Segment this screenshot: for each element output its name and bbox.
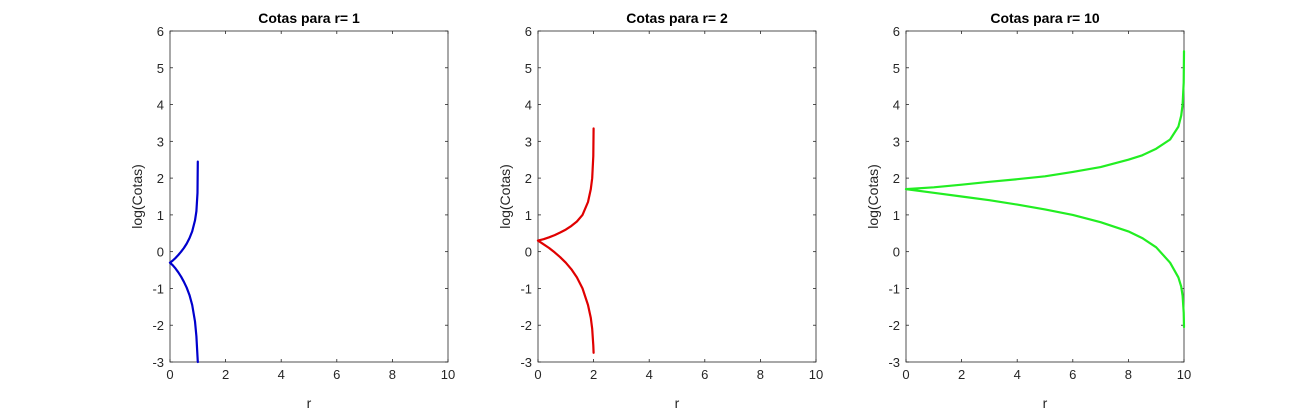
y-tick-label: -1: [520, 281, 532, 296]
series-line-lower: [536, 239, 595, 354]
y-tick-label: -3: [152, 355, 164, 370]
y-tick-label: -1: [152, 281, 164, 296]
x-tick-label: 8: [757, 367, 764, 382]
y-tick-label: 1: [525, 208, 532, 223]
y-tick-label: -2: [152, 318, 164, 333]
x-tick-label: 10: [1177, 367, 1191, 382]
y-tick-label: 4: [525, 98, 532, 113]
plot-area: [537, 30, 817, 363]
y-tick-label: -1: [888, 281, 900, 296]
y-tick-label: 3: [525, 134, 532, 149]
x-tick-label: 0: [166, 367, 173, 382]
y-tick-label: 5: [893, 61, 900, 76]
y-tick-label: 1: [893, 208, 900, 223]
y-tick-label: 2: [525, 171, 532, 186]
y-axis-label: log(Cotas): [497, 164, 513, 229]
y-tick-label: 1: [157, 208, 164, 223]
x-tick-label: 4: [1014, 367, 1021, 382]
y-tick-label: 5: [525, 61, 532, 76]
y-tick-label: 0: [157, 245, 164, 260]
y-tick-label: 2: [893, 171, 900, 186]
y-tick-label: -3: [520, 355, 532, 370]
x-tick-label: 4: [278, 367, 285, 382]
chart-title: Cotas para r= 2: [626, 10, 728, 26]
y-tick-label: 4: [893, 98, 900, 113]
plot-area: [905, 30, 1185, 363]
x-tick-label: 0: [534, 367, 541, 382]
y-tick-label: -2: [520, 318, 532, 333]
series-line-upper: [536, 127, 595, 242]
x-axis-label: r: [307, 395, 312, 411]
x-tick-label: 6: [701, 367, 708, 382]
y-tick-label: 6: [525, 24, 532, 39]
y-tick-label: 2: [157, 171, 164, 186]
y-tick-label: 0: [893, 245, 900, 260]
x-tick-label: 2: [958, 367, 965, 382]
y-tick-label: 0: [525, 245, 532, 260]
x-tick-label: 10: [441, 367, 455, 382]
y-tick-label: 3: [157, 134, 164, 149]
chart-panel-2: 0 2 4 6 8 10 -3 -2 -1 0 1 2 3 4 5 6 Cotas para r= 2 r log(…: [497, 10, 823, 411]
y-tick-label: 3: [893, 134, 900, 149]
chart-title: Cotas para r= 10: [990, 10, 1100, 26]
x-axis-label: r: [1043, 395, 1048, 411]
y-tick-label: 5: [157, 61, 164, 76]
series-line-lower: [904, 188, 1186, 329]
series-line-upper: [904, 50, 1186, 191]
y-tick-label: -2: [888, 318, 900, 333]
y-tick-label: 4: [157, 98, 164, 113]
plot-area: [169, 30, 449, 363]
x-tick-label: 8: [389, 367, 396, 382]
x-axis-label: r: [675, 395, 680, 411]
chart-panel-1: 0 2 4 6 8 10 -3 -2 -1 0 1 2 3 4 5 6 Cotas para r= 1 r log(…: [129, 10, 455, 411]
x-tick-label: 10: [809, 367, 823, 382]
chart-panel-3: 0 2 4 6 8 10 -3 -2 -1 0 1 2 3 4 5 6 Cotas para r= 10 r log…: [865, 10, 1191, 411]
chart-title: Cotas para r= 1: [258, 10, 360, 26]
x-tick-label: 4: [646, 367, 653, 382]
y-axis-label: log(Cotas): [129, 164, 145, 229]
y-tick-label: 6: [157, 24, 164, 39]
x-tick-label: 2: [222, 367, 229, 382]
y-tick-label: -3: [888, 355, 900, 370]
series-line-lower: [168, 261, 199, 364]
y-axis-label: log(Cotas): [865, 164, 881, 229]
x-tick-label: 6: [333, 367, 340, 382]
y-tick-label: 6: [893, 24, 900, 39]
series-line-upper: [168, 160, 199, 264]
x-tick-label: 2: [590, 367, 597, 382]
x-tick-label: 6: [1069, 367, 1076, 382]
x-tick-label: 8: [1125, 367, 1132, 382]
x-tick-label: 0: [902, 367, 909, 382]
